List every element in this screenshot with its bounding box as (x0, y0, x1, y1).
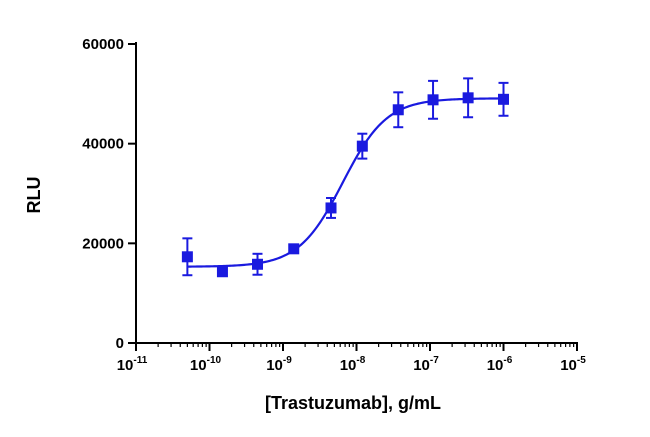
fit-curve (187, 97, 504, 268)
data-point (181, 251, 193, 263)
y-tick-label: 0 (116, 335, 124, 352)
data-point (462, 92, 474, 104)
x-tick-label: 10-11 (117, 355, 148, 374)
x-tick-label: 10-9 (266, 355, 292, 374)
data-point (252, 258, 264, 270)
x-tick-label: 10-6 (487, 355, 513, 374)
fit-line (187, 97, 504, 268)
x-tick-label: 10-10 (190, 355, 222, 374)
data-point (392, 104, 404, 116)
data-point (325, 202, 337, 214)
x-axis-title: [Trastuzumab], g/mL (265, 393, 441, 413)
y-tick-label: 60000 (82, 36, 124, 53)
axes (135, 42, 578, 344)
x-tick-label: 10-5 (560, 355, 586, 374)
data-points (181, 92, 509, 278)
data-point (427, 94, 439, 106)
x-tick-label: 10-7 (413, 355, 439, 374)
data-point (498, 93, 509, 105)
ticks: 0 20000 40000 60000 10-11 10-10 10-9 10-8 10-7 10… (82, 36, 586, 374)
y-tick-label: 20000 (82, 235, 124, 252)
data-point (356, 140, 368, 152)
data-point (216, 266, 228, 278)
data-point (288, 243, 300, 255)
y-axis-title: RLU (24, 177, 44, 214)
x-tick-label: 10-8 (340, 355, 366, 374)
y-tick-label: 40000 (82, 136, 124, 153)
